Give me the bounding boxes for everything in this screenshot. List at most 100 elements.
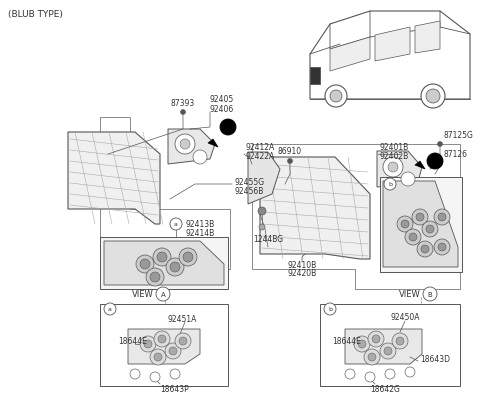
- Text: 92455G: 92455G: [234, 178, 264, 187]
- Text: 92414B: 92414B: [185, 229, 214, 238]
- Text: 92450A: 92450A: [391, 313, 420, 322]
- Circle shape: [136, 255, 154, 273]
- Polygon shape: [310, 12, 470, 100]
- Text: VIEW: VIEW: [399, 290, 421, 299]
- Text: 92422A: 92422A: [245, 152, 274, 161]
- Circle shape: [368, 331, 384, 347]
- Circle shape: [179, 337, 187, 345]
- Text: 92402B: 92402B: [380, 152, 409, 161]
- Text: 86910: 86910: [278, 147, 302, 156]
- Circle shape: [437, 142, 443, 147]
- Polygon shape: [252, 145, 460, 289]
- Text: B: B: [432, 157, 438, 166]
- Polygon shape: [100, 118, 230, 269]
- Circle shape: [422, 221, 438, 237]
- Text: 1244BG: 1244BG: [253, 235, 283, 244]
- Polygon shape: [68, 133, 160, 225]
- Circle shape: [158, 335, 166, 343]
- Circle shape: [330, 91, 342, 103]
- Circle shape: [259, 225, 265, 231]
- Circle shape: [385, 369, 395, 379]
- Polygon shape: [415, 162, 425, 170]
- Polygon shape: [128, 329, 200, 364]
- Circle shape: [434, 209, 450, 225]
- Circle shape: [409, 233, 417, 241]
- Polygon shape: [415, 22, 440, 54]
- Bar: [380, 178, 462, 272]
- Circle shape: [150, 272, 160, 282]
- Circle shape: [423, 287, 437, 301]
- Text: 18643P: 18643P: [161, 385, 190, 393]
- Circle shape: [384, 178, 396, 190]
- Text: 92406: 92406: [210, 104, 234, 113]
- Circle shape: [180, 140, 190, 150]
- Circle shape: [401, 221, 409, 229]
- Circle shape: [175, 135, 195, 155]
- Text: 92410B: 92410B: [288, 260, 317, 269]
- Circle shape: [156, 287, 170, 301]
- Circle shape: [438, 213, 446, 221]
- Circle shape: [104, 303, 116, 315]
- Text: A: A: [226, 123, 230, 132]
- Circle shape: [438, 243, 446, 251]
- Bar: [320, 304, 460, 386]
- Circle shape: [150, 372, 160, 382]
- Circle shape: [220, 120, 236, 136]
- Circle shape: [146, 268, 164, 286]
- Circle shape: [368, 353, 376, 361]
- Text: 92451A: 92451A: [168, 315, 197, 324]
- Text: 92401B: 92401B: [380, 143, 409, 152]
- Text: 87125G: 87125G: [443, 130, 473, 139]
- Circle shape: [150, 349, 166, 365]
- Bar: [100, 304, 228, 386]
- Circle shape: [426, 90, 440, 104]
- Text: (BLUB TYPE): (BLUB TYPE): [8, 10, 63, 19]
- Polygon shape: [104, 241, 224, 285]
- Circle shape: [324, 303, 336, 315]
- Circle shape: [193, 151, 207, 164]
- Text: b: b: [328, 307, 332, 312]
- Polygon shape: [383, 182, 458, 267]
- Circle shape: [412, 209, 428, 225]
- Circle shape: [421, 245, 429, 253]
- Circle shape: [365, 372, 375, 382]
- Circle shape: [144, 340, 152, 348]
- Text: 18644E: 18644E: [332, 337, 361, 346]
- Circle shape: [372, 335, 380, 343]
- Circle shape: [421, 85, 445, 109]
- Text: 92412A: 92412A: [245, 143, 274, 152]
- Circle shape: [358, 340, 366, 348]
- Circle shape: [154, 353, 162, 361]
- Circle shape: [183, 252, 193, 262]
- Text: 18644E: 18644E: [118, 337, 147, 346]
- Circle shape: [345, 369, 355, 379]
- Circle shape: [392, 333, 408, 349]
- Circle shape: [258, 207, 266, 215]
- Circle shape: [288, 159, 292, 164]
- Circle shape: [384, 347, 392, 355]
- Circle shape: [405, 367, 415, 377]
- Circle shape: [140, 259, 150, 269]
- Circle shape: [154, 331, 170, 347]
- Circle shape: [383, 158, 403, 178]
- Text: 87126: 87126: [443, 150, 467, 159]
- Text: 18643D: 18643D: [420, 354, 450, 364]
- Circle shape: [354, 336, 370, 352]
- Polygon shape: [377, 152, 422, 188]
- Circle shape: [434, 239, 450, 255]
- Circle shape: [170, 369, 180, 379]
- Circle shape: [165, 343, 181, 359]
- Circle shape: [169, 347, 177, 355]
- Text: B: B: [428, 291, 432, 297]
- Circle shape: [388, 162, 398, 172]
- Circle shape: [153, 248, 171, 266]
- Text: 92456B: 92456B: [234, 187, 264, 196]
- Circle shape: [157, 252, 167, 262]
- Circle shape: [364, 349, 380, 365]
- Text: VIEW: VIEW: [132, 290, 154, 299]
- Circle shape: [405, 229, 421, 245]
- Polygon shape: [310, 68, 320, 85]
- Polygon shape: [168, 130, 215, 164]
- Text: 92405: 92405: [210, 95, 234, 104]
- Circle shape: [166, 258, 184, 276]
